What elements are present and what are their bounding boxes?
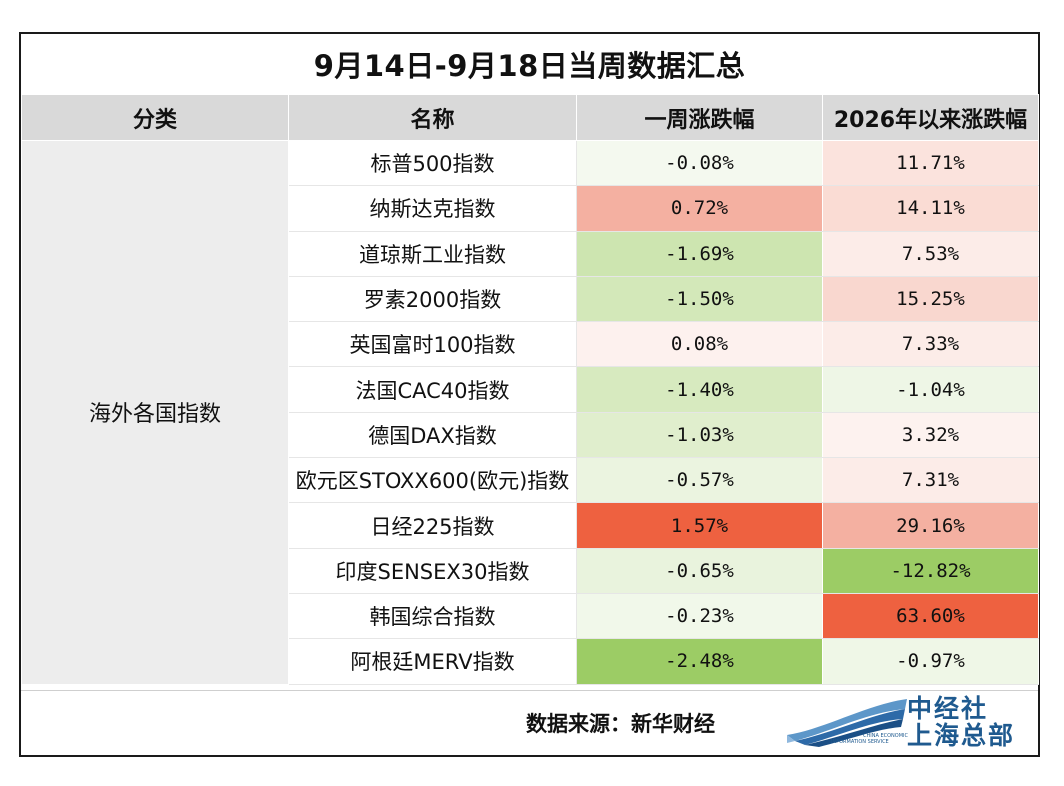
index-name-cell: 英国富时100指数	[288, 321, 577, 368]
logo-line1: 中经社	[907, 694, 989, 723]
table-row: 欧元区STOXX600(欧元)指数 -0.57% 7.31%	[22, 457, 1039, 504]
index-name-cell: 印度SENSEX30指数	[288, 547, 577, 594]
table-row: 英国富时100指数 0.08% 7.33%	[22, 321, 1039, 368]
weekly-change-cell: -2.48%	[576, 638, 823, 685]
logo-wing-icon	[787, 699, 907, 747]
table-row: 阿根廷MERV指数 -2.48% -0.97%	[22, 638, 1039, 685]
table-row: 法国CAC40指数 -1.40% -1.04%	[22, 366, 1039, 413]
data-source: 数据来源：新华财经	[526, 712, 715, 736]
weekly-change-cell: -0.57%	[576, 457, 823, 504]
weekly-change-cell: 0.08%	[576, 321, 823, 368]
index-table: 分类 名称 一周涨跌幅 2026年以来涨跌幅 海外各国指数 标普500指数 -0.0…	[21, 94, 1039, 685]
index-name-cell: 罗素2000指数	[288, 275, 577, 323]
index-name-cell: 阿根廷MERV指数	[288, 638, 577, 685]
summary-frame: 9月14日-9月18日当周数据汇总 分类 名称 一周涨跌幅 2026年以来涨跌幅…	[19, 32, 1040, 757]
header-weekly: 一周涨跌幅	[576, 94, 823, 141]
table-row: 海外各国指数 标普500指数 -0.08% 11.71%	[21, 139, 1039, 685]
index-name-cell: 韩国综合指数	[288, 592, 577, 640]
footer: 数据来源：新华财经 CHINA ECONOMIC INFORMATION SER…	[21, 690, 1038, 755]
ytd-change-cell: 29.16%	[822, 502, 1039, 549]
header-row: 分类 名称 一周涨跌幅 2026年以来涨跌幅	[21, 94, 1039, 141]
ytd-change-cell: 7.31%	[822, 457, 1039, 504]
index-name-cell: 道琼斯工业指数	[288, 230, 577, 277]
ceis-logo: CHINA ECONOMIC INFORMATION SERVICE 中经社 上…	[785, 695, 1030, 751]
logo-line2: 上海总部	[907, 721, 1016, 750]
ytd-change-cell: 7.53%	[822, 230, 1039, 277]
header-name: 名称	[288, 94, 577, 141]
table-row: 德国DAX指数 -1.03% 3.32%	[22, 411, 1039, 459]
weekly-change-cell: -1.69%	[576, 230, 823, 277]
table-body: 海外各国指数 标普500指数 -0.08% 11.71% 纳斯达克指数 0.72% 14.1…	[21, 139, 1039, 685]
header-category: 分类	[21, 94, 289, 141]
ytd-change-cell: -0.97%	[822, 638, 1039, 685]
ytd-change-cell: 3.32%	[822, 411, 1039, 459]
weekly-change-cell: -1.03%	[576, 411, 823, 459]
index-name-cell: 日经225指数	[288, 502, 577, 549]
weekly-change-cell: -0.23%	[576, 592, 823, 640]
page-title: 9月14日-9月18日当周数据汇总	[313, 49, 746, 83]
ytd-change-cell: 63.60%	[822, 592, 1039, 640]
index-name-cell: 纳斯达克指数	[288, 185, 577, 232]
table-row: 印度SENSEX30指数 -0.65% -12.82%	[22, 547, 1039, 594]
logo-english: CHINA ECONOMIC INFORMATION SERVICE	[815, 733, 908, 745]
index-name-cell: 德国DAX指数	[288, 411, 577, 459]
logo-en-line1: CHINA ECONOMIC	[863, 733, 909, 739]
weekly-change-cell: -0.65%	[576, 547, 823, 594]
ytd-change-cell: -12.82%	[822, 547, 1039, 594]
weekly-change-cell: 1.57%	[576, 502, 823, 549]
logo-text: 中经社 上海总部	[907, 695, 1015, 749]
index-name-cell: 欧元区STOXX600(欧元)指数	[288, 457, 577, 504]
index-name-cell: 法国CAC40指数	[288, 366, 577, 413]
ytd-change-cell: 11.71%	[822, 139, 1039, 187]
header-ytd: 2026年以来涨跌幅	[822, 94, 1039, 141]
weekly-change-cell: -1.40%	[576, 366, 823, 413]
ytd-change-cell: 7.33%	[822, 321, 1039, 368]
ytd-change-cell: -1.04%	[822, 366, 1039, 413]
ytd-change-cell: 15.25%	[822, 275, 1039, 323]
index-name-cell: 标普500指数	[288, 139, 577, 187]
table-row: 罗素2000指数 -1.50% 15.25%	[22, 275, 1039, 323]
table-row: 日经225指数 1.57% 29.16%	[22, 502, 1039, 549]
table-row: 道琼斯工业指数 -1.69% 7.53%	[22, 230, 1039, 277]
table-row: 纳斯达克指数 0.72% 14.11%	[22, 185, 1039, 232]
table-row: 韩国综合指数 -0.23% 63.60%	[22, 592, 1039, 640]
logo-en-line2: INFORMATION SERVICE	[831, 739, 889, 745]
ytd-change-cell: 14.11%	[822, 185, 1039, 232]
weekly-change-cell: 0.72%	[576, 185, 823, 232]
category-cell: 海外各国指数	[21, 140, 289, 685]
weekly-change-cell: -1.50%	[576, 275, 823, 323]
weekly-change-cell: -0.08%	[576, 139, 823, 187]
